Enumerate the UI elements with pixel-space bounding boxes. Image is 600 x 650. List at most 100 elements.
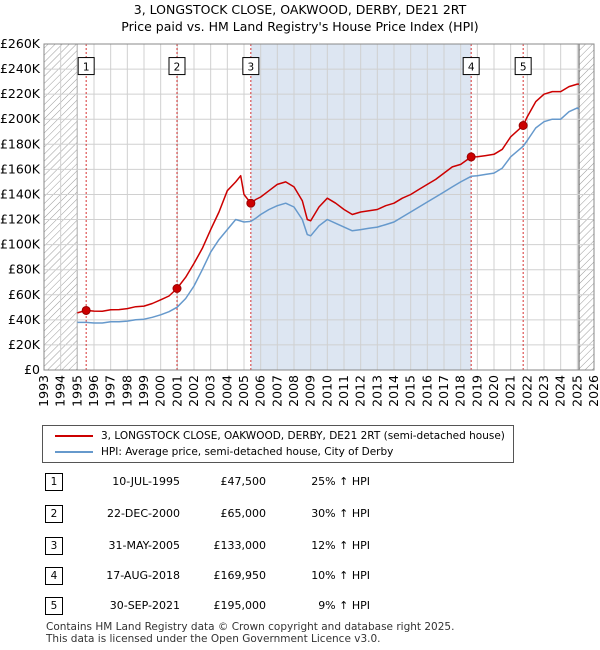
y-tick-label: £0 <box>24 362 40 377</box>
x-tick-label: 2000 <box>153 375 168 407</box>
table-row: 2 22-DEC-2000 £65,000 30% ↑ HPI <box>0 505 600 523</box>
y-tick-label: £220K <box>0 86 41 101</box>
y-tick-label: £260K <box>0 36 41 51</box>
x-tick-label: 2009 <box>303 375 318 407</box>
y-tick-label: £200K <box>0 111 41 126</box>
x-tick-label: 2023 <box>536 375 551 407</box>
x-tick-label: 2020 <box>486 375 501 407</box>
x-tick-label: 2019 <box>469 375 484 407</box>
sale-price: £195,000 <box>213 599 267 612</box>
x-tick-label: 1999 <box>136 375 151 407</box>
sale-number-box <box>77 57 95 76</box>
y-tick-label: £20K <box>8 337 41 352</box>
y-tick-label: £140K <box>0 186 41 201</box>
legend: 3, LONGSTOCK CLOSE, OAKWOOD, DERBY, DE21… <box>42 425 514 463</box>
y-tick-label: £80K <box>8 262 41 277</box>
table-row: 3 31-MAY-2005 £133,000 12% ↑ HPI <box>0 537 600 555</box>
x-tick-label: 1993 <box>36 375 51 407</box>
x-tick-label: 2007 <box>269 375 284 407</box>
x-tick-label: 2016 <box>419 375 434 407</box>
sale-hpi-change: 30% ↑ HPI <box>311 507 370 520</box>
x-tick-label: 2011 <box>336 375 351 407</box>
x-tick-label: 2026 <box>586 375 600 407</box>
sale-number-label: 2 <box>174 62 181 74</box>
sale-hpi-change: 25% ↑ HPI <box>311 475 370 488</box>
no-data-hatch-end <box>579 44 594 370</box>
x-tick-label: 2013 <box>369 375 384 407</box>
x-tick-label: 1994 <box>53 375 68 407</box>
sale-number-box <box>514 57 532 76</box>
x-tick-label: 2010 <box>319 375 334 407</box>
sale-number-box <box>242 57 260 76</box>
sale-number: 2 <box>45 505 63 523</box>
sale-hpi-change: 9% ↑ HPI <box>318 599 370 612</box>
x-tick-label: 2022 <box>519 375 534 407</box>
sale-price: £133,000 <box>213 539 267 552</box>
sale-number-label: 5 <box>520 62 527 74</box>
legend-property-swatch <box>55 435 93 437</box>
x-tick-label: 2025 <box>569 375 584 407</box>
sale-number-label: 3 <box>247 62 254 74</box>
x-tick-label: 1996 <box>86 375 101 407</box>
sale-point <box>518 121 528 130</box>
sale-number: 4 <box>45 567 63 585</box>
sale-date: 31-MAY-2005 <box>108 539 180 552</box>
y-tick-label: £60K <box>8 287 41 302</box>
x-tick-label: 2006 <box>253 375 268 407</box>
legend-hpi-swatch <box>55 451 93 453</box>
sale-number-box <box>462 57 480 76</box>
sale-point <box>81 305 91 315</box>
x-tick-label: 2004 <box>219 375 234 407</box>
sale-point <box>466 152 476 162</box>
sale-hpi-change: 12% ↑ HPI <box>311 539 370 552</box>
x-tick-label: 2005 <box>236 375 251 407</box>
plot-frame <box>43 43 595 371</box>
legend-item-hpi: HPI: Average price, semi-detached house,… <box>55 444 393 460</box>
sale-date: 17-AUG-2018 <box>106 569 180 582</box>
x-tick-label: 1997 <box>103 375 118 407</box>
sale-price: £47,500 <box>220 475 267 488</box>
x-tick-label: 2021 <box>503 375 518 407</box>
sale-price: £65,000 <box>220 507 267 520</box>
sale-hpi-change: 10% ↑ HPI <box>311 569 370 582</box>
y-tick-label: £120K <box>0 212 41 227</box>
x-tick-label: 2017 <box>436 375 451 407</box>
legend-item-property: 3, LONGSTOCK CLOSE, OAKWOOD, DERBY, DE21… <box>55 428 505 444</box>
y-tick-label: £180K <box>0 136 41 151</box>
hpi-line <box>77 107 580 324</box>
x-tick-label: 2001 <box>169 375 184 407</box>
chart-title: 3, LONGSTOCK CLOSE, OAKWOOD, DERBY, DE21… <box>133 2 467 17</box>
sale-number: 5 <box>45 597 63 615</box>
table-row: 4 17-AUG-2018 £169,950 10% ↑ HPI <box>0 567 600 585</box>
property-price-line <box>77 83 579 314</box>
sale-point <box>246 198 256 208</box>
sale-number: 1 <box>45 473 63 491</box>
sale-number-box <box>168 57 186 76</box>
sale-number-label: 1 <box>83 62 90 74</box>
legend-property-label: 3, LONGSTOCK CLOSE, OAKWOOD, DERBY, DE21… <box>101 430 505 442</box>
table-row: 5 30-SEP-2021 £195,000 9% ↑ HPI <box>0 597 600 615</box>
sale-date: 10-JUL-1995 <box>112 475 180 488</box>
sale-point <box>172 284 182 293</box>
sale-date: 22-DEC-2000 <box>106 507 180 520</box>
x-tick-label: 1998 <box>119 375 134 407</box>
sale-number-label: 4 <box>468 62 475 74</box>
table-row: 1 10-JUL-1995 £47,500 25% ↑ HPI <box>0 473 600 491</box>
sale-number: 3 <box>45 537 63 555</box>
x-tick-label: 2015 <box>403 375 418 407</box>
x-tick-label: 2024 <box>553 375 568 407</box>
y-tick-label: £100K <box>0 237 41 252</box>
x-tick-label: 2002 <box>186 375 201 407</box>
footer-licence: This data is licensed under the Open Gov… <box>46 633 381 645</box>
y-tick-label: £160K <box>0 161 41 176</box>
legend-hpi-label: HPI: Average price, semi-detached house,… <box>101 446 394 458</box>
x-tick-label: 2008 <box>286 375 301 407</box>
sale-date: 30-SEP-2021 <box>109 599 180 612</box>
x-tick-label: 1995 <box>69 375 84 407</box>
price-chart: 1 2 3 4 5 £0 £20K £40K £60K £80K £100K £120K £140K £… <box>0 36 600 407</box>
x-tick-label: 2012 <box>353 375 368 407</box>
x-tick-label: 2018 <box>453 375 468 407</box>
y-tick-label: £240K <box>0 61 41 76</box>
sale-price: £169,950 <box>213 569 267 582</box>
